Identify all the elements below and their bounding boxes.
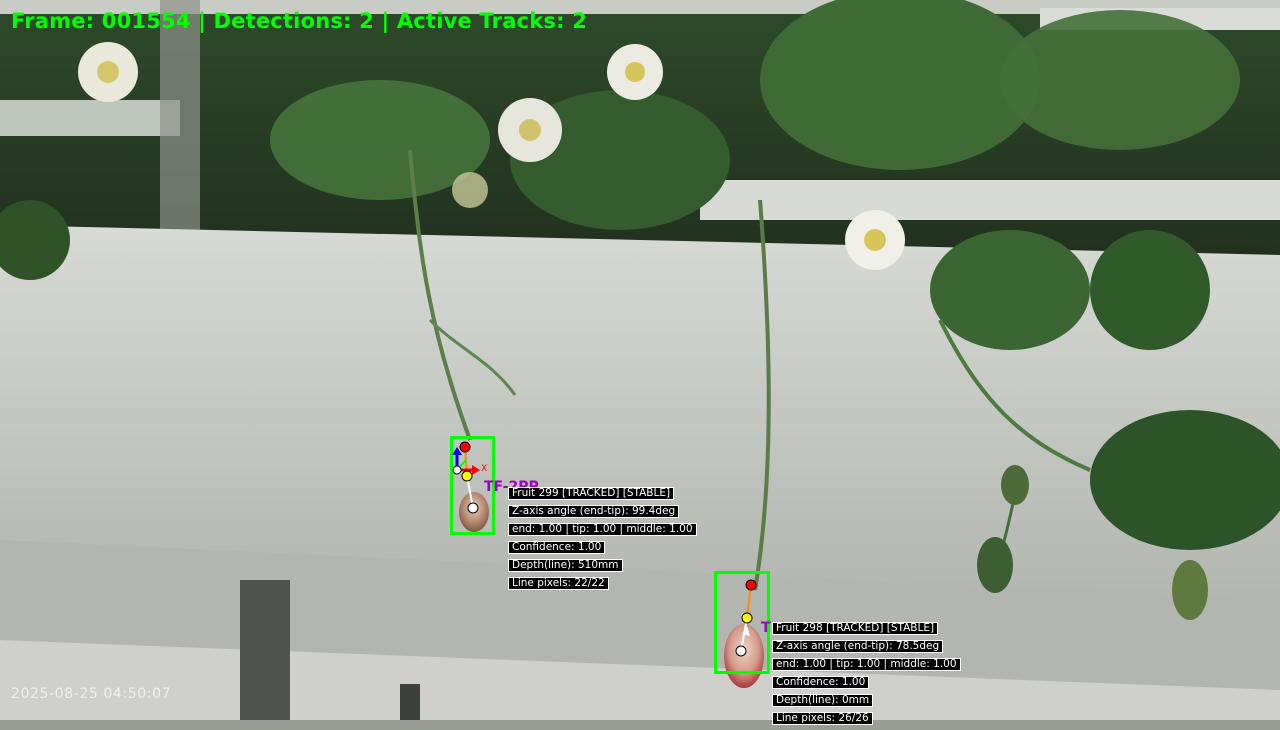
info-confidence: Confidence: 1.00 — [772, 676, 870, 689]
info-title: Fruit 298 [TRACKED] [STABLE] — [772, 622, 939, 635]
axis-origin-point — [452, 465, 462, 475]
timestamp-overlay: 2025-08-25 04:50:07 — [11, 686, 172, 702]
info-line-pixels: Line pixels: 22/22 — [508, 577, 609, 590]
middle-keypoint — [461, 470, 473, 482]
end-keypoint — [459, 441, 471, 453]
info-depth: Depth(line): 0mm — [772, 694, 874, 707]
axis-y-arrowhead — [452, 447, 462, 455]
direction-arrowhead — [742, 626, 750, 636]
frame-stats-overlay: Frame: 001554 | Detections: 2 | Active T… — [11, 9, 588, 33]
axis-x-label: X — [481, 464, 487, 474]
info-keypoint-scores: end: 1.00 | tip: 1.00 | middle: 1.00 — [508, 523, 697, 536]
end-keypoint — [745, 579, 757, 591]
middle-keypoint — [741, 612, 753, 624]
info-title: Fruit 299 [TRACKED] [STABLE] — [508, 487, 675, 500]
info-line-pixels: Line pixels: 26/26 — [772, 712, 873, 725]
detection-box-fruit-298[interactable] — [714, 571, 770, 674]
info-depth: Depth(line): 510mm — [508, 559, 623, 572]
info-panel-fruit-298: Fruit 298 [TRACKED] [STABLE] Z-axis angl… — [772, 622, 961, 730]
info-keypoint-scores: end: 1.00 | tip: 1.00 | middle: 1.00 — [772, 658, 961, 671]
track-tag-fruit-298: T — [761, 620, 771, 636]
tip-keypoint — [735, 645, 747, 657]
tip-keypoint — [467, 502, 479, 514]
end-middle-line — [746, 584, 752, 619]
info-confidence: Confidence: 1.00 — [508, 541, 606, 554]
info-z-angle: Z-axis angle (end-tip): 78.5deg — [772, 640, 944, 653]
info-z-angle: Z-axis angle (end-tip): 99.4deg — [508, 505, 680, 518]
info-panel-fruit-299: Fruit 299 [TRACKED] [STABLE] Z-axis angl… — [508, 487, 697, 595]
detection-box-fruit-299[interactable] — [450, 436, 495, 535]
axis-x-arrowhead — [472, 465, 480, 475]
